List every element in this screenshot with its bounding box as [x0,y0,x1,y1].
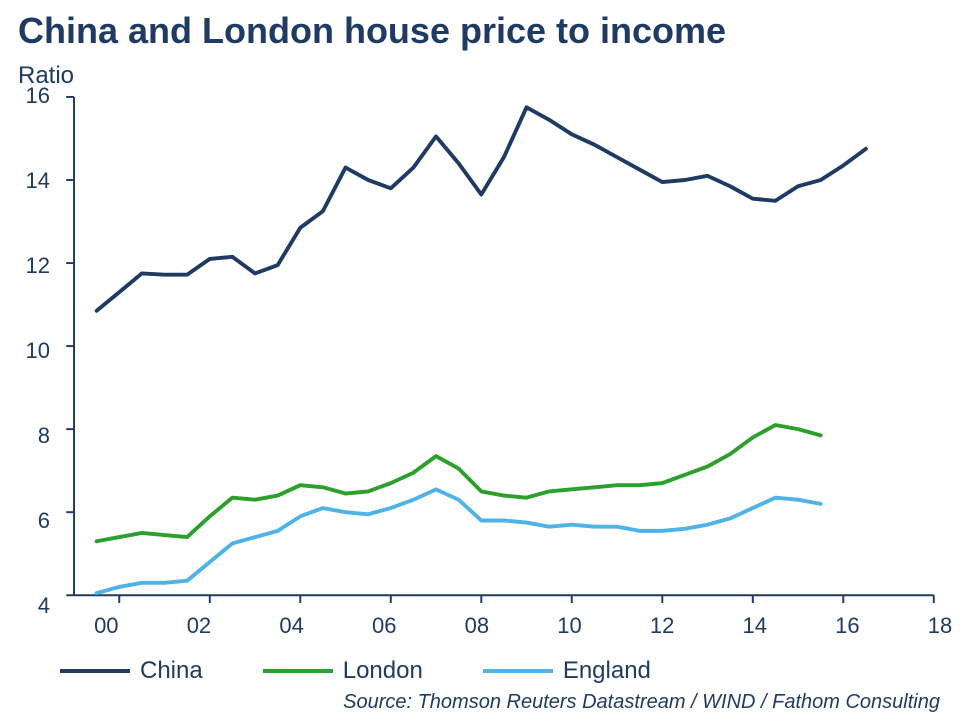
x-tick-label: 18 [928,613,952,639]
y-tick-label: 4 [10,593,50,619]
x-tick-label: 16 [835,613,859,639]
series-line-china [97,107,866,310]
y-tick-label: 16 [10,83,50,109]
x-tick-label: 08 [465,613,489,639]
x-tick-label: 00 [94,613,118,639]
legend-swatch-england [483,669,553,673]
legend-label-england: England [563,657,651,685]
y-tick-label: 8 [10,423,50,449]
x-tick-label: 04 [279,613,303,639]
plot-area [60,95,940,610]
legend-item-london: London [263,657,423,685]
x-tick-label: 06 [372,613,396,639]
legend: China London England [60,657,651,685]
chart-container: China and London house price to income R… [0,0,960,720]
legend-label-china: China [140,657,203,685]
legend-swatch-china [60,669,130,673]
x-tick-label: 14 [742,613,766,639]
x-tick-label: 02 [187,613,211,639]
chart-title: China and London house price to income [18,10,726,52]
legend-label-london: London [343,657,423,685]
y-tick-label: 10 [10,338,50,364]
source-caption: Source: Thomson Reuters Datastream / WIN… [343,691,940,714]
x-tick-label: 12 [650,613,674,639]
x-tick-label: 10 [557,613,581,639]
y-tick-label: 12 [10,253,50,279]
series-line-england [97,489,821,593]
legend-item-england: England [483,657,651,685]
legend-swatch-london [263,669,333,673]
y-tick-label: 14 [10,168,50,194]
y-tick-label: 6 [10,508,50,534]
plot-svg [60,95,940,605]
legend-item-china: China [60,657,203,685]
